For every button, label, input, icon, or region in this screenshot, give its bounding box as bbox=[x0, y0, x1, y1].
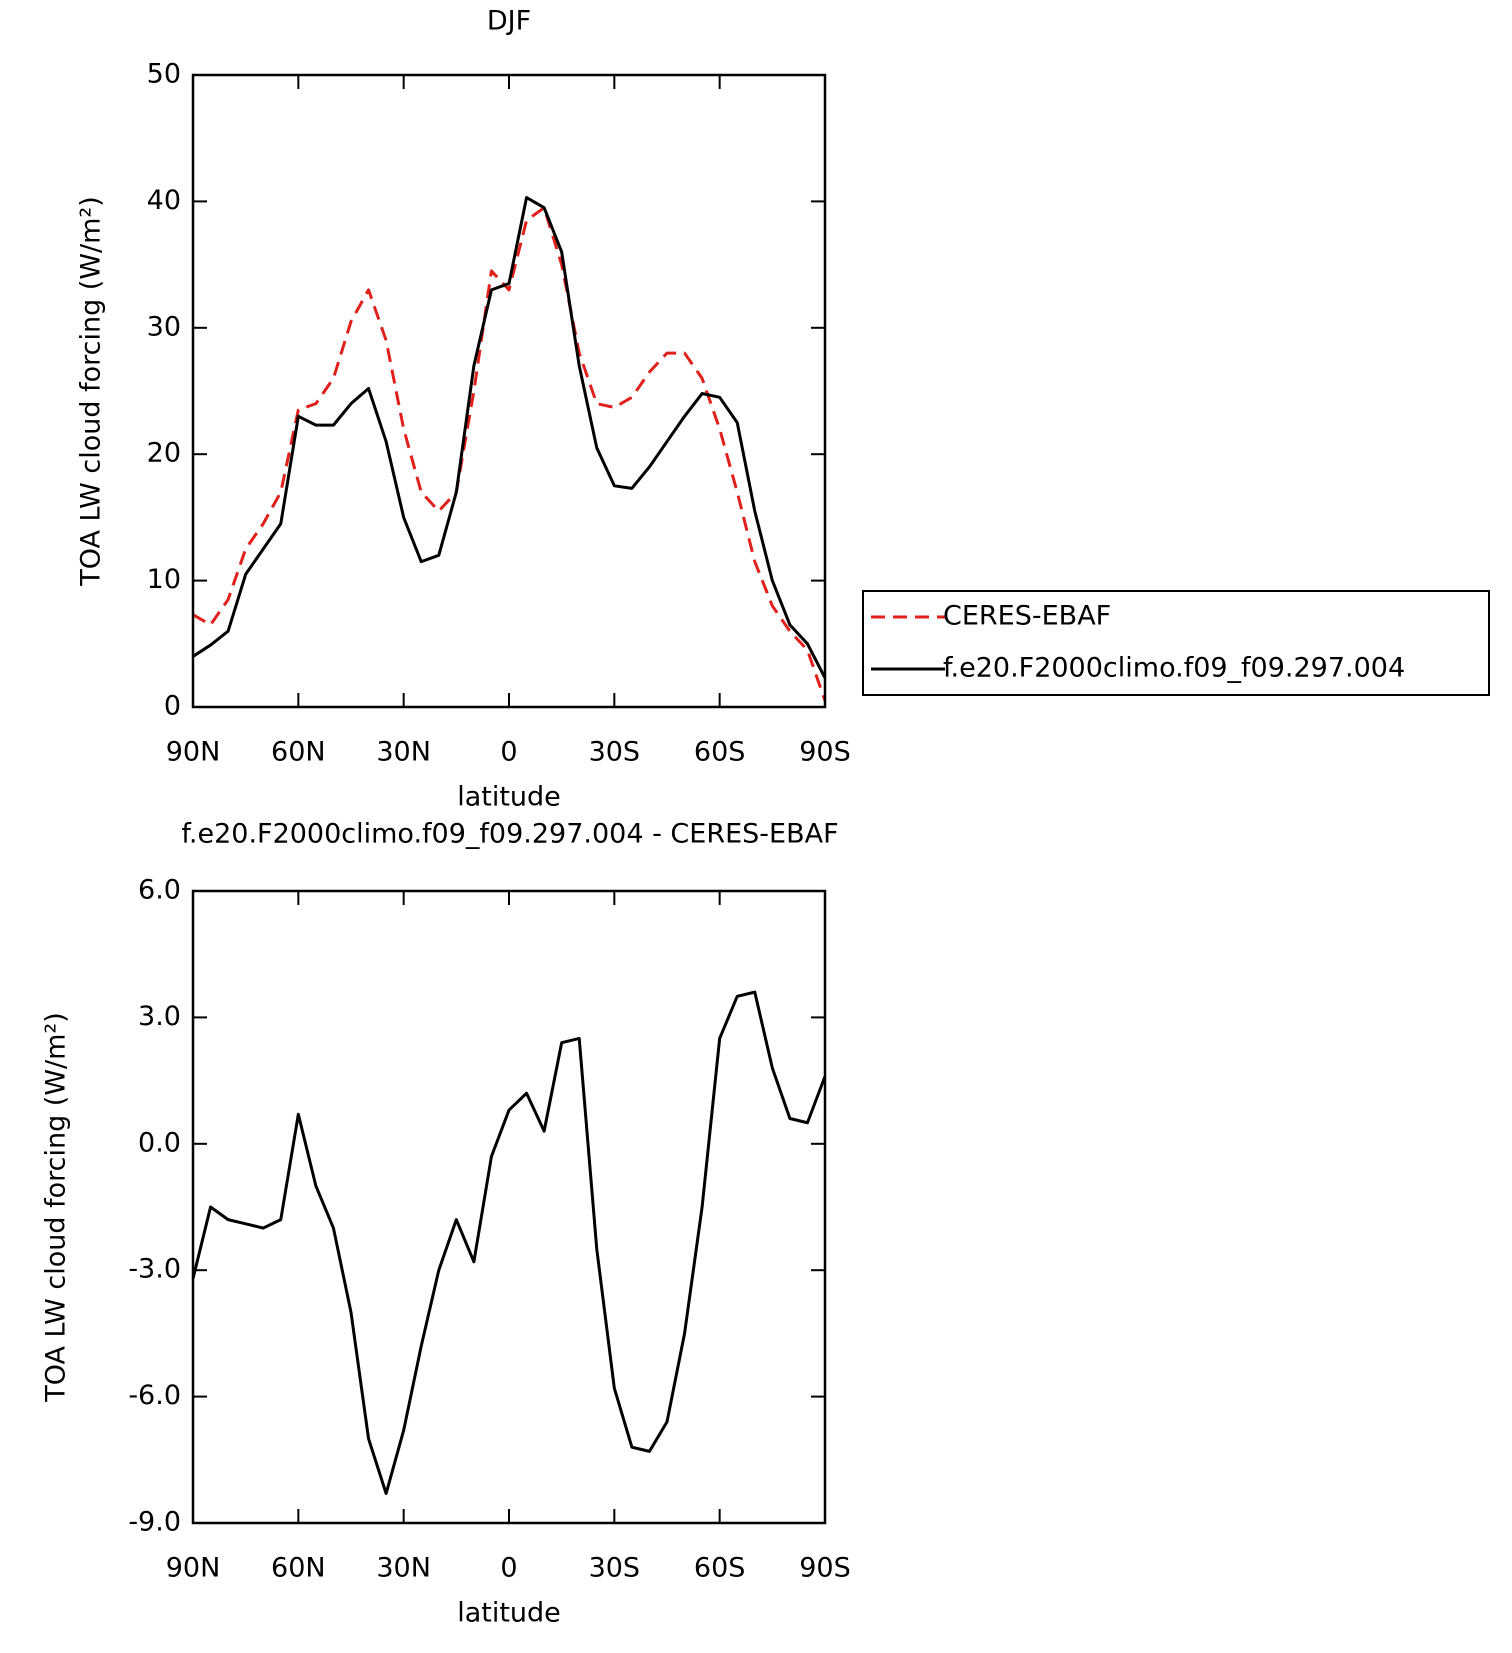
x-tick-label: 90N bbox=[166, 1553, 221, 1584]
y-tick-label: 20 bbox=[147, 438, 181, 469]
legend-label: CERES-EBAF bbox=[943, 601, 1111, 632]
x-tick-label: 60S bbox=[694, 1553, 746, 1584]
y-tick-label: 0.0 bbox=[138, 1127, 181, 1158]
legend-box bbox=[862, 590, 1490, 696]
x-tick-label: 0 bbox=[500, 1553, 517, 1584]
y-tick-label: 40 bbox=[147, 185, 181, 216]
x-tick-label: 90S bbox=[799, 1553, 851, 1584]
chart-title: DJF bbox=[487, 6, 531, 37]
x-tick-label: 90N bbox=[166, 737, 221, 768]
x-axis-label: latitude bbox=[457, 1598, 561, 1629]
y-tick-label: 30 bbox=[147, 311, 181, 342]
plot-frame bbox=[191, 889, 827, 1525]
x-tick-label: 60S bbox=[694, 737, 746, 768]
y-tick-label: 0 bbox=[164, 691, 181, 722]
y-tick-label: -9.0 bbox=[128, 1507, 181, 1538]
x-tick-label: 0 bbox=[500, 737, 517, 768]
x-tick-label: 30N bbox=[376, 737, 431, 768]
y-axis-label: TOA LW cloud forcing (W/m²) bbox=[41, 1012, 72, 1403]
y-tick-label: -3.0 bbox=[128, 1254, 181, 1285]
y-tick-label: -6.0 bbox=[128, 1380, 181, 1411]
chart-title: f.e20.F2000climo.f09_f09.297.004 - CERES… bbox=[181, 819, 838, 850]
y-tick-label: 3.0 bbox=[138, 1001, 181, 1032]
x-tick-label: 60N bbox=[271, 1553, 326, 1584]
x-tick-label: 90S bbox=[799, 737, 851, 768]
x-axis-label: latitude bbox=[457, 782, 561, 813]
y-tick-label: 10 bbox=[147, 564, 181, 595]
data-line bbox=[192, 206, 827, 702]
y-tick-label: 50 bbox=[147, 59, 181, 90]
x-tick-label: 30S bbox=[589, 737, 641, 768]
x-tick-label: 30N bbox=[376, 1553, 431, 1584]
y-axis-label: TOA LW cloud forcing (W/m²) bbox=[76, 196, 107, 587]
x-tick-label: 30S bbox=[589, 1553, 641, 1584]
data-line bbox=[191, 990, 827, 1496]
y-tick-label: 6.0 bbox=[138, 875, 181, 906]
x-tick-label: 60N bbox=[271, 737, 326, 768]
legend-label: f.e20.F2000climo.f09_f09.297.004 bbox=[943, 653, 1405, 684]
plot-frame bbox=[191, 73, 827, 709]
data-line bbox=[192, 196, 827, 679]
